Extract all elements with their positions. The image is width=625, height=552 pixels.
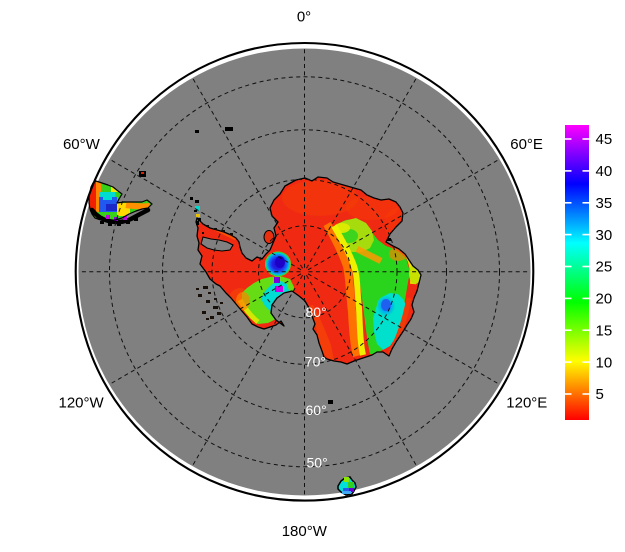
svg-text:25: 25 — [596, 259, 613, 276]
svg-text:30: 30 — [596, 227, 613, 244]
svg-text:50°: 50° — [307, 455, 328, 471]
svg-text:35: 35 — [596, 195, 613, 212]
svg-text:40: 40 — [596, 163, 613, 180]
svg-text:80°: 80° — [306, 304, 327, 320]
svg-text:70°: 70° — [305, 354, 326, 370]
svg-text:120°W: 120°W — [59, 395, 105, 412]
svg-text:10: 10 — [596, 354, 613, 371]
svg-text:60°: 60° — [306, 402, 327, 418]
svg-text:0°: 0° — [297, 9, 311, 26]
svg-text:15: 15 — [596, 322, 613, 339]
svg-text:5: 5 — [596, 386, 604, 403]
svg-text:120°E: 120°E — [506, 395, 547, 412]
svg-text:180°W: 180°W — [282, 523, 328, 540]
svg-text:20: 20 — [596, 291, 613, 308]
svg-text:60°E: 60°E — [510, 136, 543, 153]
svg-text:45: 45 — [596, 131, 613, 148]
svg-text:60°W: 60°W — [63, 136, 101, 153]
